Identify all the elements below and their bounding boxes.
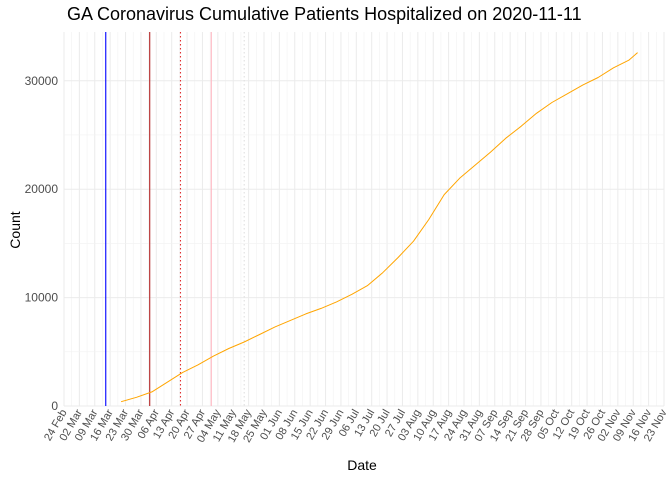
y-axis-label: Count [7,211,23,248]
chart-title: GA Coronavirus Cumulative Patients Hospi… [67,4,582,24]
y-tick-label: 30000 [25,74,59,88]
y-axis-ticks: 0 10000 20000 30000 [25,74,59,413]
y-tick-label: 20000 [25,182,59,196]
series-line [120,52,638,403]
y-tick-label: 0 [51,399,58,413]
y-tick-label: 10000 [25,291,59,305]
series-group [120,52,638,403]
reference-lines [105,32,245,406]
grid [63,32,665,407]
x-axis-label: Date [347,457,377,473]
